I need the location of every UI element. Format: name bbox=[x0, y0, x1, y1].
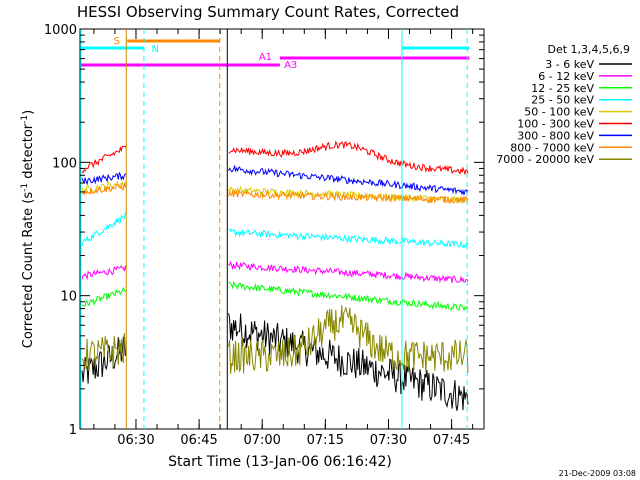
y-tick-label: 1 bbox=[69, 423, 77, 438]
series-line bbox=[81, 171, 127, 186]
plot-frame bbox=[79, 28, 485, 430]
series-line bbox=[82, 182, 127, 196]
y-tick-label: 10 bbox=[60, 290, 77, 305]
chart-title: HESSI Observing Summary Count Rates, Cor… bbox=[77, 3, 459, 21]
x-tick-label: 06:30 bbox=[117, 433, 154, 448]
series-line bbox=[82, 286, 127, 307]
series-line bbox=[228, 280, 469, 312]
legend-label: 800 - 7000 keV bbox=[510, 141, 594, 154]
series-line bbox=[81, 332, 127, 372]
y-tick-label: 100 bbox=[52, 156, 77, 171]
legend-label: 100 - 300 keV bbox=[517, 118, 594, 131]
y-label-mid: detector bbox=[21, 123, 36, 183]
flag-label-s: S bbox=[114, 36, 120, 47]
flag-label-n: N bbox=[152, 44, 159, 55]
flag-bars: S N A1 A3 bbox=[80, 36, 470, 71]
series-line bbox=[228, 189, 469, 205]
footer-timestamp: 21-Dec-2009 03:08 bbox=[559, 469, 636, 478]
x-tick-label: 07:45 bbox=[433, 433, 470, 448]
legend-title: Det 1,3,4,5,6,9 bbox=[547, 43, 630, 56]
axis-ticks: 06:30 06:45 07:00 07:15 07:30 07:45 1 10 100 1000 bbox=[44, 23, 484, 448]
flag-label-a1: A1 bbox=[259, 52, 272, 63]
y-axis: Corrected Count Rate (s-1 detector-1) bbox=[20, 110, 36, 348]
series-line bbox=[81, 145, 127, 174]
x-tick-label: 06:45 bbox=[180, 433, 217, 448]
series-line bbox=[81, 211, 127, 247]
y-label-sup2: -1 bbox=[20, 115, 30, 124]
series-line bbox=[81, 264, 127, 281]
legend-label: 25 - 50 keV bbox=[531, 94, 594, 107]
y-axis-label: Corrected Count Rate (s-1 detector-1) bbox=[20, 110, 36, 348]
y-label-main: Corrected Count Rate (s bbox=[21, 192, 36, 349]
y-tick-label: 1000 bbox=[44, 23, 77, 38]
event-lines bbox=[80, 29, 468, 429]
x-tick-label: 07:30 bbox=[370, 433, 407, 448]
series-lines bbox=[81, 140, 469, 411]
y-label-end: ) bbox=[21, 110, 36, 115]
x-tick-label: 07:00 bbox=[243, 433, 280, 448]
legend-label: 12 - 25 keV bbox=[531, 82, 594, 95]
x-tick-label: 07:15 bbox=[307, 433, 344, 448]
series-line bbox=[228, 313, 469, 411]
legend-label: 6 - 12 keV bbox=[538, 70, 594, 83]
x-axis: Start Time (13-Jan-06 06:16:42) bbox=[168, 454, 392, 470]
series-line bbox=[228, 164, 469, 196]
x-axis-label: Start Time (13-Jan-06 06:16:42) bbox=[168, 454, 392, 470]
legend-label: 300 - 800 keV bbox=[517, 129, 594, 142]
plot-area: S N A1 A3 06:30 06:45 07:00 07:15 07:30 07:45 1 10… bbox=[44, 23, 485, 448]
legend-label: 50 - 100 keV bbox=[524, 106, 594, 119]
y-label-sup1: -1 bbox=[20, 183, 30, 192]
series-line bbox=[228, 228, 469, 249]
legend-label: 7000 - 20000 keV bbox=[496, 153, 594, 166]
series-line bbox=[228, 305, 469, 374]
series-line bbox=[228, 140, 469, 176]
series-line bbox=[228, 260, 469, 284]
legend-label: 3 - 6 keV bbox=[545, 58, 594, 71]
flag-label-a3: A3 bbox=[284, 60, 297, 71]
